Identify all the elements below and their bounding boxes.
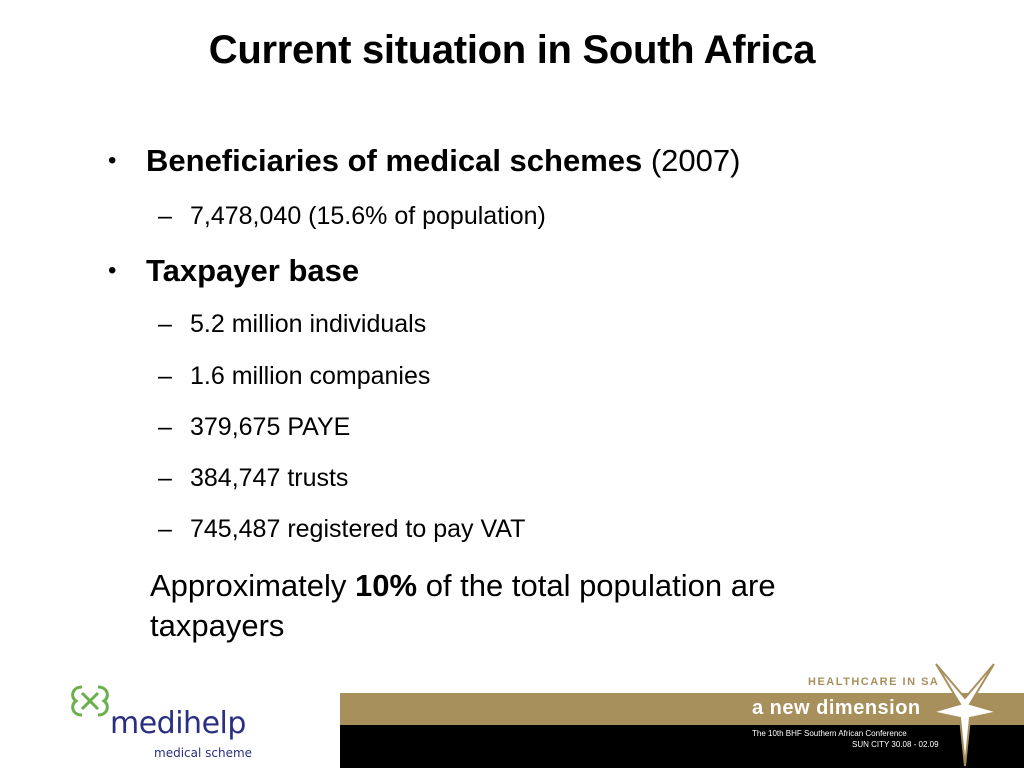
bullet-marker: • — [108, 257, 117, 284]
bullet-bold: Taxpayer base — [146, 253, 360, 288]
bullet-rest: (2007) — [642, 143, 741, 178]
sub-item-text: 379,675 PAYE — [190, 413, 351, 441]
dash-marker: – — [158, 362, 172, 390]
sub-item-text: 7,478,040 (15.6% of population) — [190, 202, 546, 230]
note-before: Approximately — [150, 568, 356, 603]
sub-item: –5.2 million individuals — [158, 308, 426, 340]
banner-top-label: HEALTHCARE IN SA — [808, 676, 940, 688]
dash-marker: – — [158, 202, 172, 230]
banner-top-space — [700, 666, 1024, 693]
bullet-marker: • — [108, 147, 117, 174]
logo-tagline: medical scheme — [154, 746, 253, 760]
slide-title: Current situation in South Africa — [208, 28, 816, 72]
note-after: of the total population are taxpayers — [150, 568, 776, 643]
medihelp-logo-icon — [71, 685, 109, 717]
dash-marker: – — [158, 310, 172, 338]
sub-item-text: 1.6 million companies — [190, 362, 431, 390]
banner-gold — [340, 693, 1024, 725]
banner-venue-line: SUN CITY 30.08 - 02.09 — [852, 740, 939, 749]
bullet-text: Taxpayer base — [146, 252, 359, 290]
note-bold: 10% — [355, 568, 418, 603]
bullet-bold: Beneficiaries of medical schemes — [146, 143, 643, 178]
sub-item: –384,747 trusts — [158, 462, 348, 494]
bullet-text: Beneficiaries of medical schemes (2007) — [146, 142, 740, 180]
sub-item-text: 5.2 million individuals — [190, 310, 427, 338]
banner-main-label: a new dimension — [752, 697, 921, 719]
logo-wordmark: medihelp — [110, 706, 246, 741]
dash-marker: – — [158, 515, 172, 543]
star-emblem-icon — [931, 663, 999, 767]
summary-note: Approximately 10% of the total populatio… — [150, 566, 910, 646]
sub-item: –745,487 registered to pay VAT — [158, 513, 525, 545]
dash-marker: – — [158, 464, 172, 492]
sub-item: –1.6 million companies — [158, 360, 430, 392]
sub-item: –7,478,040 (15.6% of population) — [158, 200, 546, 232]
dash-marker: – — [158, 413, 172, 441]
sub-item-text: 745,487 registered to pay VAT — [190, 515, 526, 543]
sub-item: –379,675 PAYE — [158, 411, 350, 443]
sub-item-text: 384,747 trusts — [190, 464, 349, 492]
banner-conference-line: The 10th BHF Southern African Conference — [752, 729, 907, 738]
